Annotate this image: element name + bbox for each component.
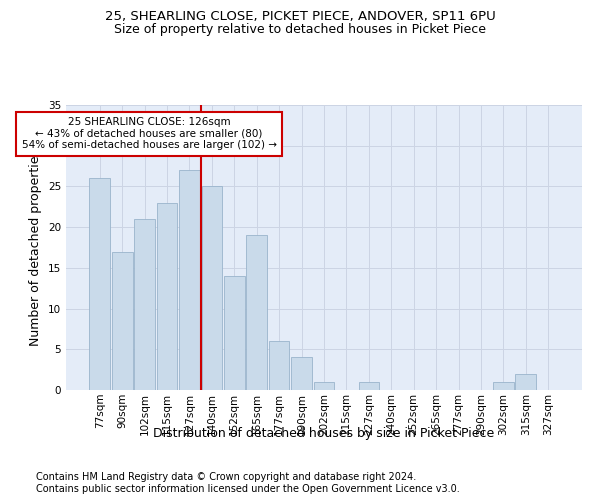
Bar — [291, 358, 312, 390]
Text: 25, SHEARLING CLOSE, PICKET PIECE, ANDOVER, SP11 6PU: 25, SHEARLING CLOSE, PICKET PIECE, ANDOV… — [104, 10, 496, 23]
Text: Size of property relative to detached houses in Picket Piece: Size of property relative to detached ho… — [114, 22, 486, 36]
Bar — [179, 170, 200, 390]
Bar — [314, 382, 334, 390]
Text: 25 SHEARLING CLOSE: 126sqm
← 43% of detached houses are smaller (80)
54% of semi: 25 SHEARLING CLOSE: 126sqm ← 43% of deta… — [22, 117, 277, 150]
Text: Distribution of detached houses by size in Picket Piece: Distribution of detached houses by size … — [154, 428, 494, 440]
Text: Contains HM Land Registry data © Crown copyright and database right 2024.: Contains HM Land Registry data © Crown c… — [36, 472, 416, 482]
Bar — [247, 236, 267, 390]
Bar — [224, 276, 245, 390]
Bar — [269, 341, 289, 390]
Bar — [112, 252, 133, 390]
Bar — [515, 374, 536, 390]
Y-axis label: Number of detached properties: Number of detached properties — [29, 149, 43, 346]
Bar — [89, 178, 110, 390]
Bar — [202, 186, 222, 390]
Bar — [157, 202, 178, 390]
Bar — [134, 219, 155, 390]
Text: Contains public sector information licensed under the Open Government Licence v3: Contains public sector information licen… — [36, 484, 460, 494]
Bar — [359, 382, 379, 390]
Bar — [493, 382, 514, 390]
